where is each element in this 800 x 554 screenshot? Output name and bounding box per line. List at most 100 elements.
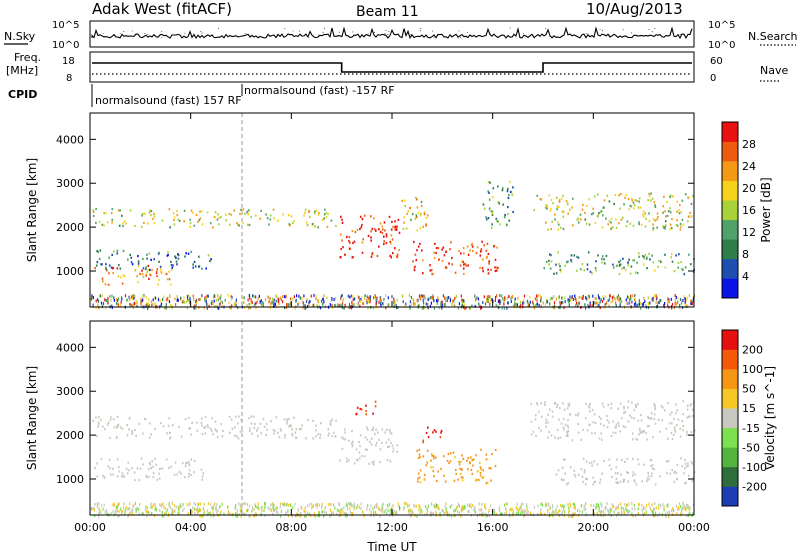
ground-scatter-cell (322, 297, 324, 301)
echo-cell (110, 416, 112, 419)
ground-scatter-cell (426, 511, 428, 515)
echo-cell (502, 187, 504, 190)
echo-cell (173, 219, 175, 222)
ground-scatter-cell (387, 296, 389, 300)
echo-cell (559, 268, 562, 271)
echo-cell (359, 215, 362, 218)
echo-cell (151, 268, 153, 271)
ground-scatter-cell (499, 509, 501, 512)
ground-scatter-cell (627, 296, 629, 299)
echo-cell (651, 254, 653, 257)
echo-cell (569, 466, 572, 469)
ground-scatter-cell (187, 299, 189, 302)
echo-cell (666, 214, 669, 217)
echo-cell (637, 419, 640, 422)
echo-cell (667, 402, 669, 405)
ground-scatter-cell (548, 503, 550, 507)
echo-cell (199, 217, 202, 220)
ground-scatter-cell (568, 509, 570, 513)
echo-cell (595, 260, 597, 263)
echo-cell (98, 257, 101, 261)
ground-scatter-cell (293, 295, 295, 299)
echo-cell (507, 206, 509, 209)
echo-cell (679, 427, 682, 430)
echo-cell (183, 220, 185, 223)
colorbar-tick-label: 50 (742, 383, 756, 396)
ground-scatter-cell (253, 514, 255, 518)
ground-scatter-cell (132, 306, 134, 310)
ground-scatter-cell (316, 503, 318, 507)
ground-scatter-cell (99, 508, 101, 512)
colorbar-tick-label: 16 (742, 204, 756, 217)
echo-cell (198, 265, 201, 268)
echo-cell (558, 200, 561, 203)
ground-scatter-cell (540, 296, 542, 300)
ground-scatter-cell (505, 502, 507, 506)
ground-scatter-cell (671, 302, 674, 306)
ground-scatter-cell (629, 301, 631, 305)
echo-cell (348, 240, 350, 243)
echo-cell (564, 264, 566, 267)
echo-cell (439, 436, 442, 439)
ground-scatter-cell (684, 297, 686, 301)
echo-cell (305, 437, 307, 440)
echo-cell (652, 228, 654, 231)
ground-scatter-cell (349, 295, 351, 299)
ground-scatter-cell (627, 511, 629, 514)
echo-cell (433, 457, 435, 460)
echo-cell (216, 218, 219, 221)
ground-scatter-cell (243, 512, 245, 516)
ground-scatter-cell (193, 304, 195, 308)
echo-cell (427, 426, 429, 429)
ground-scatter-cell (140, 300, 142, 304)
ground-scatter-cell (575, 298, 577, 302)
echo-cell (288, 223, 291, 226)
ground-scatter-cell (634, 304, 636, 308)
ground-scatter-cell (430, 514, 432, 518)
x-tick-label: 04:00 (175, 521, 207, 534)
echo-cell (624, 460, 626, 463)
ground-scatter-cell (352, 504, 354, 508)
ground-scatter-cell (539, 294, 541, 298)
ground-scatter-cell (392, 503, 394, 507)
ground-scatter-cell (175, 303, 177, 306)
ground-scatter-cell (468, 504, 471, 508)
x-tick-label: 08:00 (275, 521, 307, 534)
echo-cell (237, 422, 239, 425)
ground-scatter-cell (215, 298, 217, 302)
ground-scatter-cell (360, 502, 362, 506)
ground-scatter-cell (169, 506, 171, 510)
ground-scatter-cell (91, 297, 93, 301)
echo-cell (155, 270, 158, 273)
ground-scatter-cell (292, 297, 294, 301)
ground-scatter-cell (451, 515, 453, 518)
ground-scatter-cell (345, 512, 347, 516)
echo-cell (692, 477, 694, 480)
ground-scatter-cell (90, 507, 92, 511)
ground-scatter-cell (536, 298, 538, 302)
echo-cell (367, 428, 369, 431)
ground-scatter-cell (625, 298, 627, 302)
ground-scatter-cell (654, 294, 656, 298)
echo-cell (654, 483, 657, 486)
echo-cell (647, 471, 649, 475)
echo-cell (390, 234, 393, 237)
echo-cell (459, 467, 461, 470)
ground-scatter-cell (281, 502, 284, 506)
colorbar-tick-label: 8 (742, 248, 749, 261)
echo-cell (464, 262, 466, 265)
ground-scatter-cell (406, 502, 408, 506)
echo-cell (547, 228, 549, 231)
echo-cell (137, 281, 139, 284)
echo-cell (671, 422, 673, 425)
echo-cell (692, 415, 694, 418)
ground-scatter-cell (90, 297, 92, 301)
ground-scatter-cell (312, 504, 315, 508)
echo-cell (680, 210, 683, 213)
echo-cell (485, 249, 488, 252)
echo-cell (385, 233, 388, 236)
ground-scatter-cell (442, 509, 444, 513)
ground-scatter-cell (213, 514, 215, 518)
ground-scatter-cell (235, 300, 237, 304)
echo-cell (250, 422, 253, 425)
